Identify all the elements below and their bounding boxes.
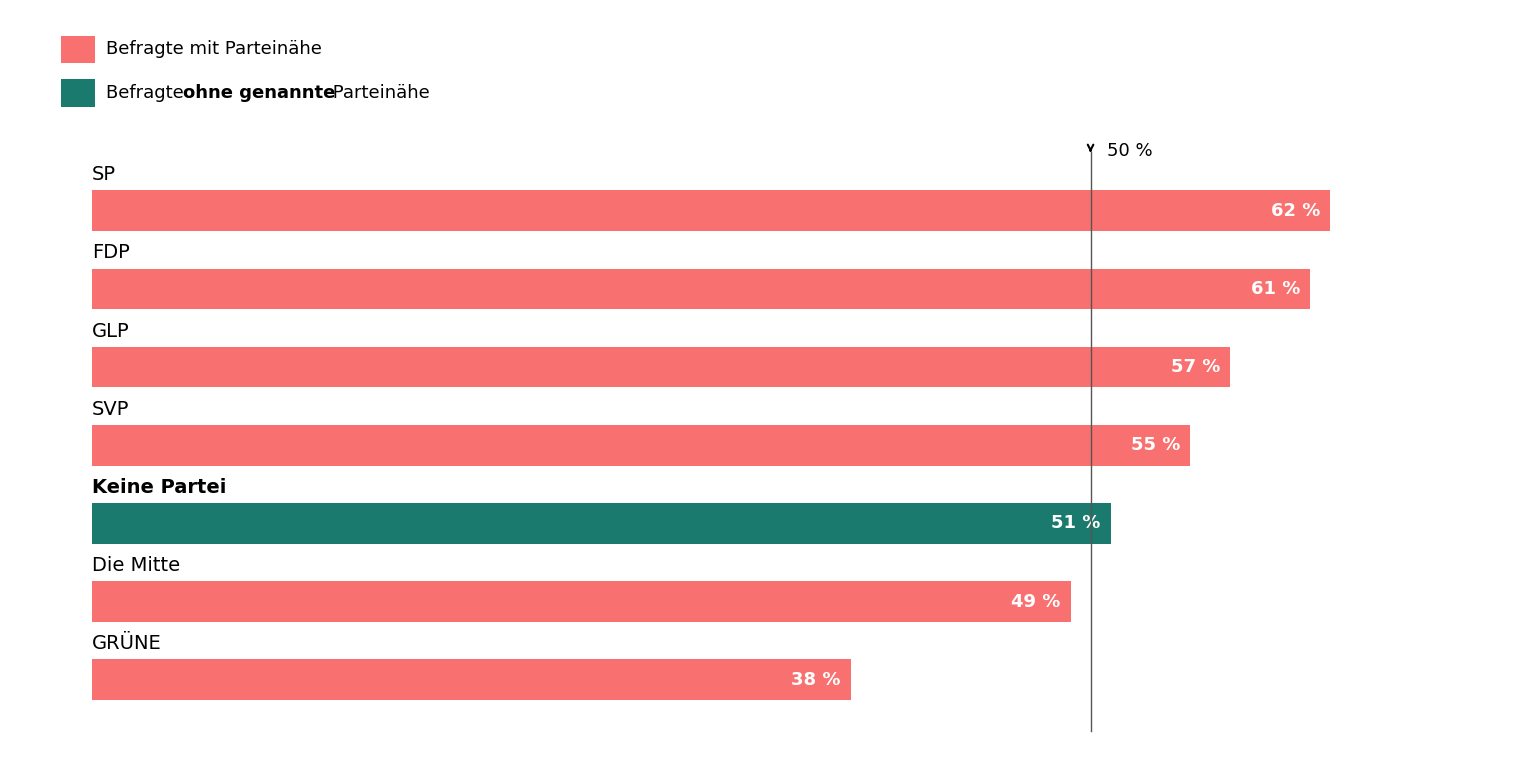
Text: SP: SP xyxy=(92,165,117,184)
Bar xyxy=(92,660,851,700)
Text: 38 %: 38 % xyxy=(791,670,840,689)
Text: 62 %: 62 % xyxy=(1270,202,1319,220)
Bar xyxy=(92,503,1111,544)
Text: SVP: SVP xyxy=(92,400,129,419)
Bar xyxy=(92,581,1071,622)
Text: Parteinähe: Parteinähe xyxy=(327,84,430,102)
Text: Befragte: Befragte xyxy=(106,84,189,102)
Text: GRÜNE: GRÜNE xyxy=(92,634,161,653)
Bar xyxy=(92,190,1330,231)
Bar xyxy=(92,269,1310,309)
Text: Keine Partei: Keine Partei xyxy=(92,478,226,497)
Text: 61 %: 61 % xyxy=(1250,280,1299,298)
Bar xyxy=(92,425,1190,466)
Text: FDP: FDP xyxy=(92,244,131,263)
Text: ohne genannte: ohne genannte xyxy=(183,84,336,102)
Text: 50 %: 50 % xyxy=(1106,142,1152,161)
Text: Befragte mit Parteinähe: Befragte mit Parteinähe xyxy=(106,40,323,59)
Text: 57 %: 57 % xyxy=(1170,358,1220,376)
Text: GLP: GLP xyxy=(92,322,129,341)
Text: Die Mitte: Die Mitte xyxy=(92,556,180,575)
FancyBboxPatch shape xyxy=(61,79,95,107)
Text: 49 %: 49 % xyxy=(1011,593,1060,610)
Text: 55 %: 55 % xyxy=(1130,436,1181,454)
Text: 51 %: 51 % xyxy=(1051,514,1100,533)
Bar xyxy=(92,347,1230,387)
FancyBboxPatch shape xyxy=(61,36,95,63)
